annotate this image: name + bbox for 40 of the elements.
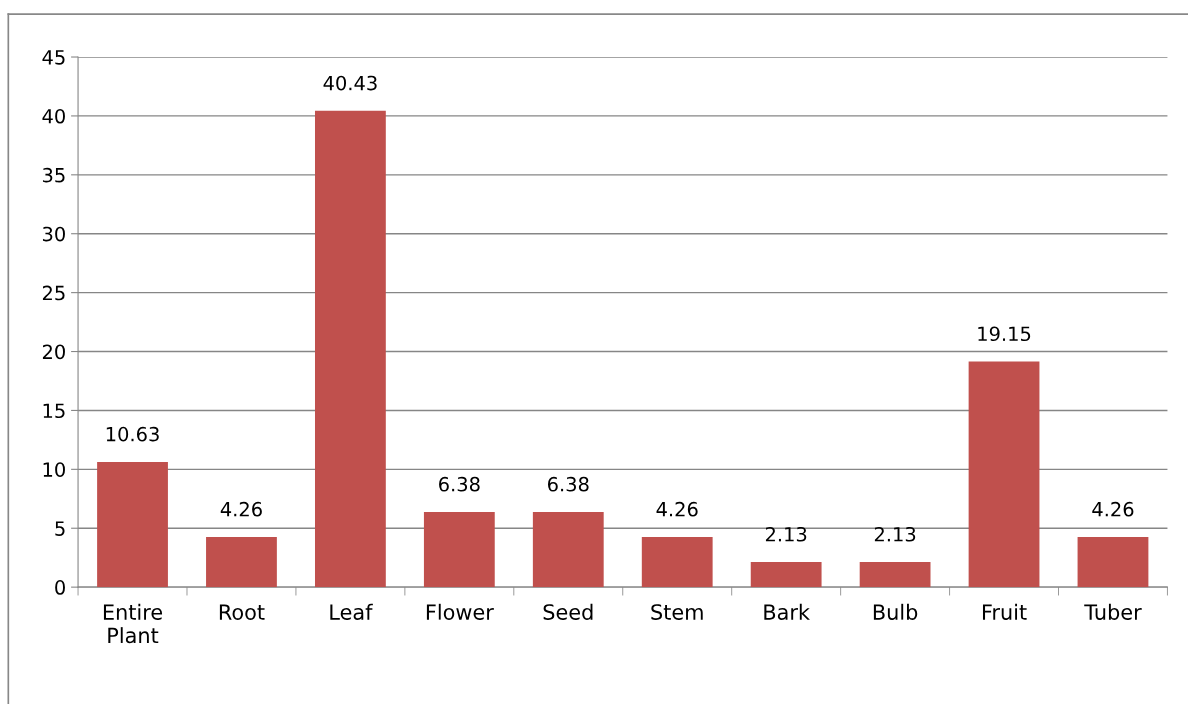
bar [423,511,495,588]
y-tick-label: 5 [55,521,65,536]
x-tick-label: Stem [651,604,703,620]
data-label: 2.13 [874,526,916,542]
y-tick-label: 40 [42,108,65,124]
x-tick-label: Bark [764,603,810,620]
y-tick-label: 35 [42,167,65,183]
data-label: 4.26 [656,501,698,517]
data-label: 2.13 [765,526,807,542]
bar [206,536,277,588]
bar [859,562,931,588]
y-tick-label: 45 [42,50,65,65]
y-tick-label: 20 [42,344,65,360]
x-tick-label: Fruit [982,603,1027,620]
y-tick-label: 25 [42,285,65,301]
y-tick-label: 0 [55,580,65,595]
y-tick-label: 30 [42,226,65,242]
data-label: 6.38 [547,476,589,492]
bar [532,511,604,588]
bar [97,461,168,588]
x-tick-label: Flower [426,603,494,620]
data-label: 19.15 [978,326,1031,342]
data-label: 4.26 [220,501,262,517]
y-tick-label: 10 [43,462,65,477]
x-tick-label: Root [219,604,265,620]
bar [968,361,1040,588]
bar [641,536,713,588]
data-label: 6.38 [439,476,480,492]
x-tick-label: Bulb [873,603,918,620]
bar [315,110,386,588]
x-tick-label: Entire Plant [103,603,163,644]
data-label: 40.43 [323,75,377,91]
x-tick-label: Leaf [330,603,373,620]
data-label: 4.26 [1092,501,1134,517]
bar [750,562,822,588]
bar [1077,536,1149,588]
y-tick-label: 15 [43,403,65,419]
x-tick-label: Seed [543,603,593,620]
x-tick-label: Tuber [1084,603,1142,620]
data-label: 10.63 [106,426,159,442]
